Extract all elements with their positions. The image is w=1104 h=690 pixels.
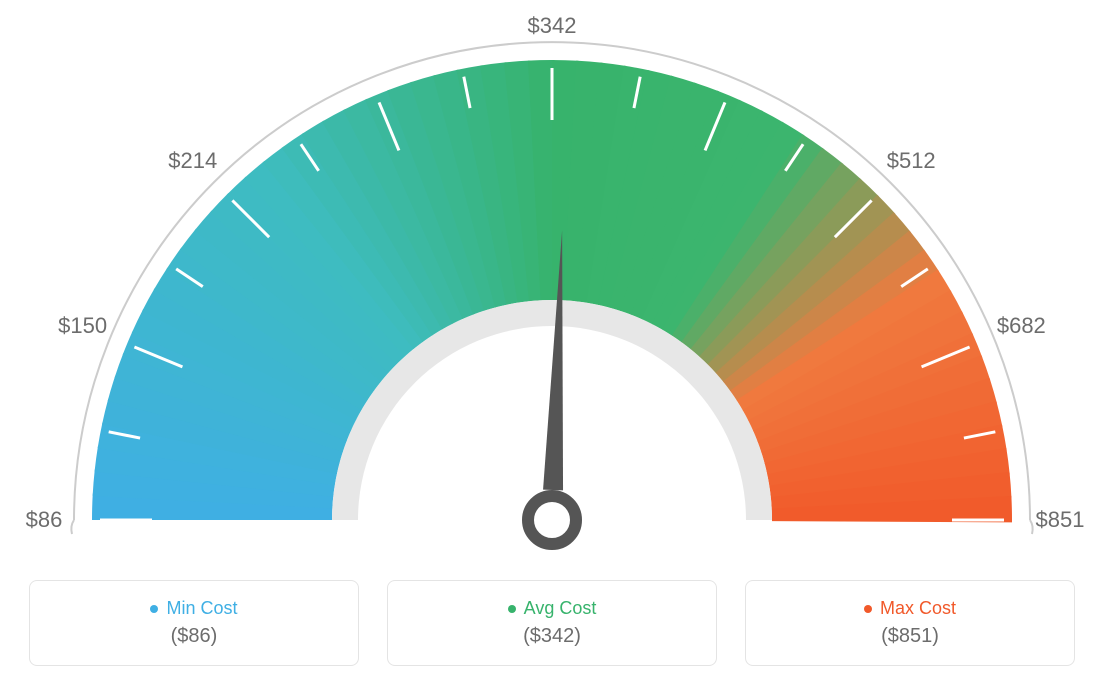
min-cost-value: ($86) xyxy=(171,625,218,648)
gauge-tick-label: $512 xyxy=(887,148,936,174)
max-cost-label: Max Cost xyxy=(880,598,956,619)
gauge-tick-label: $342 xyxy=(528,13,577,39)
gauge-tick-label: $150 xyxy=(58,313,107,339)
avg-cost-dot xyxy=(508,605,516,613)
avg-cost-card: Avg Cost ($342) xyxy=(387,580,717,666)
gauge-tick-label: $851 xyxy=(1036,507,1085,533)
max-cost-card: Max Cost ($851) xyxy=(745,580,1075,666)
gauge-tick-label: $682 xyxy=(997,313,1046,339)
gauge-tick-label: $86 xyxy=(26,507,63,533)
max-cost-value: ($851) xyxy=(881,625,939,648)
cost-gauge-widget: $86 $150 $214 $342 $512 $682 $851 Min Cost ($8… xyxy=(0,0,1104,690)
min-cost-title: Min Cost xyxy=(150,598,237,619)
gauge-area: $86 $150 $214 $342 $512 $682 $851 xyxy=(0,0,1104,555)
max-cost-title: Max Cost xyxy=(864,598,956,619)
min-cost-dot xyxy=(150,605,158,613)
max-cost-dot xyxy=(864,605,872,613)
gauge-tick-label: $214 xyxy=(168,148,217,174)
avg-cost-value: ($342) xyxy=(523,625,581,648)
gauge-svg xyxy=(0,0,1104,555)
min-cost-card: Min Cost ($86) xyxy=(29,580,359,666)
avg-cost-label: Avg Cost xyxy=(524,598,597,619)
min-cost-label: Min Cost xyxy=(166,598,237,619)
avg-cost-title: Avg Cost xyxy=(508,598,597,619)
legend-cards: Min Cost ($86) Avg Cost ($342) Max Cost … xyxy=(29,580,1075,666)
